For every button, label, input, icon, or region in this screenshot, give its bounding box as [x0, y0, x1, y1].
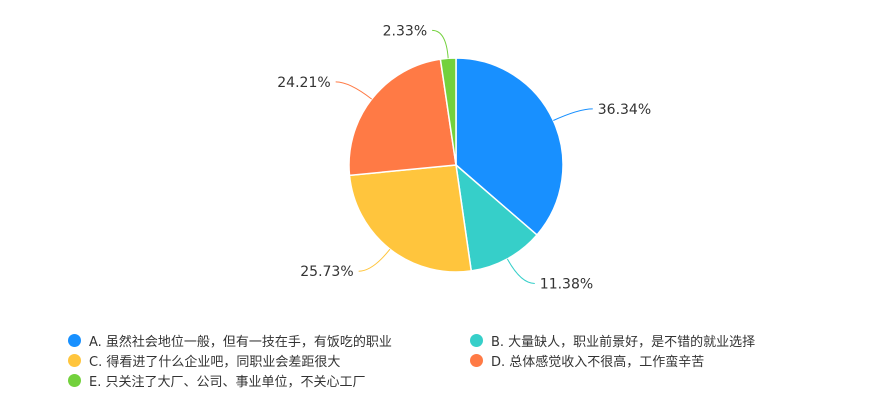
legend-item-b[interactable]: B. 大量缺人，职业前景好，是不错的就业选择 — [470, 331, 755, 350]
legend-dot — [470, 334, 483, 347]
data-label: 2.33% — [383, 23, 427, 39]
legend-dot — [68, 354, 81, 367]
legend-dot — [68, 334, 81, 347]
data-label: 24.21% — [277, 75, 330, 91]
legend-dot — [68, 374, 81, 387]
legend-label: E. 只关注了大厂、公司、事业单位，不关心工厂 — [89, 375, 366, 390]
legend-item-a[interactable]: A. 虽然社会地位一般，但有一技在手，有饭吃的职业 — [68, 331, 392, 350]
pie-slice[interactable] — [454, 163, 539, 272]
legend-item-c[interactable]: C. 得看进了什么企业吧，同职业会差距很大 — [68, 351, 340, 370]
data-label: 25.73% — [300, 264, 353, 280]
label-line — [358, 248, 391, 272]
data-label: 11.38% — [540, 276, 593, 292]
pie-slice[interactable] — [439, 57, 457, 166]
legend-label: C. 得看进了什么企业吧，同职业会差距很大 — [89, 355, 341, 370]
pie-slice[interactable] — [348, 58, 457, 177]
legend-label: A. 虽然社会地位一般，但有一技在手，有饭吃的职业 — [89, 335, 392, 350]
legend-item-d[interactable]: D. 总体感觉收入不很高，工作蛮辛苦 — [470, 351, 704, 370]
legend-label: D. 总体感觉收入不很高，工作蛮辛苦 — [491, 355, 705, 370]
legend-label: B. 大量缺人，职业前景好，是不错的就业选择 — [491, 335, 756, 350]
pie-slice[interactable] — [348, 164, 473, 273]
label-line — [553, 108, 593, 121]
data-label: 36.34% — [598, 102, 651, 118]
label-line — [506, 258, 535, 284]
legend-item-e[interactable]: E. 只关注了大厂、公司、事业单位，不关心工厂 — [68, 371, 365, 390]
pie-slice[interactable] — [455, 57, 564, 237]
legend-dot — [470, 354, 483, 367]
label-line — [335, 81, 373, 100]
label-line — [432, 29, 449, 59]
